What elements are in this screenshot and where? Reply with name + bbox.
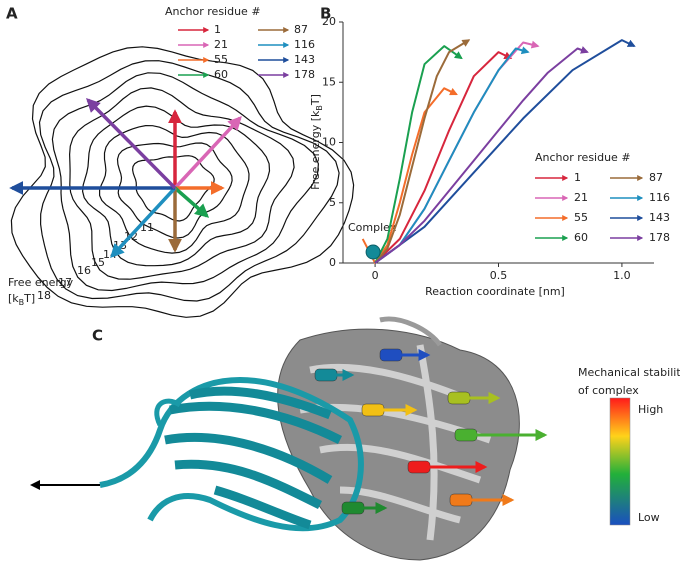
- legend-label: 143: [649, 211, 670, 224]
- legend-label: 143: [294, 53, 315, 66]
- contour: [116, 142, 233, 239]
- protein-render: [30, 316, 631, 561]
- curve: [374, 46, 530, 264]
- annotation: Complex: [348, 221, 397, 234]
- x-axis-title: Reaction coordinate [nm]: [425, 285, 565, 298]
- y-tick-label: 10: [322, 136, 336, 149]
- legend-label: 87: [649, 171, 663, 184]
- contour: [131, 155, 215, 222]
- panel-label: A: [6, 5, 18, 23]
- unit-end: T]: [23, 292, 35, 305]
- panel-label: C: [92, 327, 103, 345]
- legend-label: 1: [574, 171, 581, 184]
- x-tick-label: 0: [372, 269, 379, 282]
- colorbar-label: Low: [638, 511, 660, 524]
- legend-label: 87: [294, 23, 308, 36]
- legend-label: 21: [574, 191, 588, 204]
- y-tick-label: 0: [329, 256, 336, 269]
- curve: [374, 39, 636, 264]
- contour: [99, 124, 250, 254]
- contour: [68, 87, 295, 280]
- colorbar-title: of complex: [578, 384, 639, 397]
- legend-label: 60: [214, 68, 228, 81]
- unit-text: [k: [8, 292, 19, 305]
- axis-unit: [kBT]: [8, 292, 35, 307]
- curve: [374, 39, 471, 264]
- contour: [38, 60, 340, 302]
- curve: [374, 45, 463, 264]
- curve: [374, 46, 589, 264]
- curve: [374, 51, 513, 264]
- residue-arrow: [173, 186, 210, 218]
- legend-label: 116: [649, 191, 670, 204]
- x-tick-label: 1.0: [613, 269, 631, 282]
- contour: [51, 72, 320, 292]
- panel-label: B: [320, 5, 331, 23]
- complex-ball: [365, 244, 381, 260]
- residue-arrow: [173, 115, 242, 190]
- contour-label: 15: [91, 256, 105, 269]
- y-title-text: Free energy [k: [309, 110, 322, 190]
- legend-label: 60: [574, 231, 588, 244]
- contour-label: 16: [77, 264, 91, 277]
- x-tick-label: 0.5: [490, 269, 508, 282]
- legend-label: 178: [649, 231, 670, 244]
- contour-label: 18: [37, 289, 51, 302]
- legend-label: 1: [214, 23, 221, 36]
- contour-label: 17: [58, 276, 72, 289]
- legend-title: Anchor residue #: [165, 5, 261, 18]
- y-axis-title: Free energy [kBT]: [309, 94, 324, 190]
- legend-label: 116: [294, 38, 315, 51]
- legend-label: 21: [214, 38, 228, 51]
- y-tick-label: 15: [322, 75, 336, 88]
- legend-label: 55: [214, 53, 228, 66]
- y-tick-label: 5: [329, 196, 336, 209]
- legend-label: 178: [294, 68, 315, 81]
- y-title-end: T]: [309, 94, 322, 106]
- residue-arrow: [86, 98, 177, 190]
- contour: [81, 105, 271, 267]
- y-title-sub: B: [315, 105, 324, 111]
- curve: [374, 40, 540, 264]
- colorbar-title: Mechanical stability: [578, 366, 680, 379]
- residue-arrow: [110, 186, 177, 259]
- colorbar-label: High: [638, 403, 663, 416]
- unit-sub: B: [19, 298, 25, 307]
- contour: [10, 46, 355, 318]
- y-tick-label: 20: [322, 15, 336, 28]
- legend-title: Anchor residue #: [535, 151, 631, 164]
- legend-label: 55: [574, 211, 588, 224]
